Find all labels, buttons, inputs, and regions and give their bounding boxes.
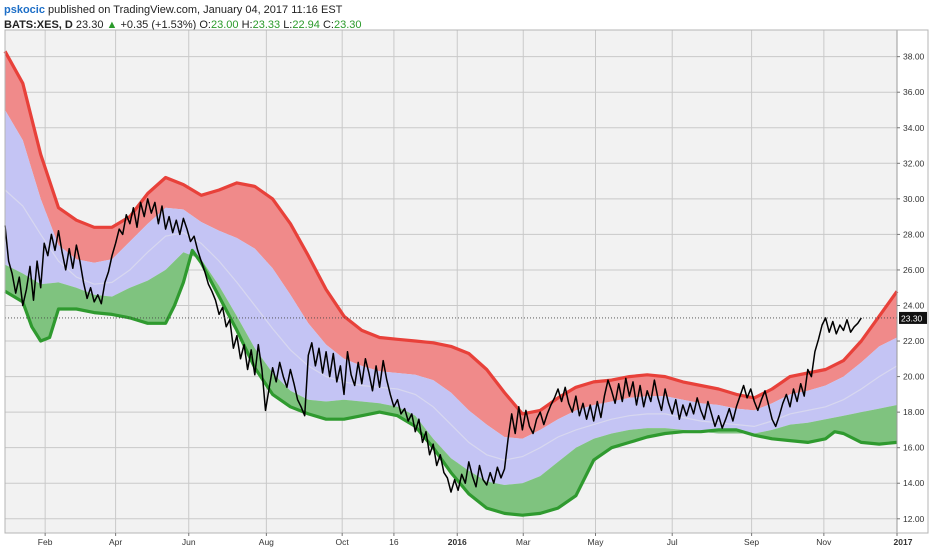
x-tick-label: Sep [744, 537, 759, 547]
low-label: L: [283, 19, 293, 31]
x-tick-label: 2017 [894, 537, 913, 547]
publish-line: pskocic published on TradingView.com, Ja… [4, 3, 362, 18]
author-link[interactable]: pskocic [4, 4, 45, 16]
mean-line [4, 189, 898, 461]
upper-band-fill [5, 51, 897, 439]
x-tick-label: Jun [182, 537, 196, 547]
x-tick-label: Oct [336, 537, 350, 547]
price-line [4, 198, 862, 493]
y-tick-label: 32.00 [903, 158, 925, 168]
y-tick-label: 24.00 [903, 300, 925, 310]
x-tick-label: Jul [667, 537, 678, 547]
x-tick-label: Apr [109, 537, 122, 547]
y-tick-label: 22.00 [903, 336, 925, 346]
x-tick-label: Mar [516, 537, 531, 547]
y-tick-label: 28.00 [903, 229, 925, 239]
last-price-badge [899, 311, 927, 324]
x-tick-label: Aug [259, 537, 274, 547]
high-label: H: [241, 19, 253, 31]
close-value: 23.30 [333, 19, 362, 31]
last-price-badge-label: 23.30 [901, 313, 923, 323]
open-label: O: [199, 19, 211, 31]
triangle-up-icon: ▲ [106, 19, 118, 31]
y-tick-label: 26.00 [903, 265, 925, 275]
price-axis-area [897, 30, 928, 533]
x-tick-label: Feb [38, 537, 53, 547]
open-value: 23.00 [211, 19, 239, 31]
y-tick-label: 14.00 [903, 478, 925, 488]
y-tick-label: 34.00 [903, 123, 925, 133]
quote-line: BATS:XES, D 23.30 ▲ +0.35 (+1.53%) O:23.… [4, 18, 362, 33]
y-tick-label: 12.00 [903, 514, 925, 524]
publish-info: published on TradingView.com, January 04… [48, 4, 343, 16]
x-tick-label: 2016 [448, 537, 467, 547]
x-tick-label: May [587, 537, 604, 547]
x-tick-label: 16 [389, 537, 399, 547]
lower-band-fill [5, 250, 897, 516]
x-tick-label: Nov [816, 537, 832, 547]
last-price: 23.30 [75, 19, 104, 31]
middle-band-fill [5, 110, 897, 485]
high-value: 23.33 [252, 19, 281, 31]
close-label: C: [322, 19, 334, 31]
y-tick-label: 30.00 [903, 194, 925, 204]
low-value: 22.94 [292, 19, 320, 31]
symbol-label[interactable]: BATS:XES, D [4, 19, 73, 31]
price-change: +0.35 (+1.53%) [120, 19, 197, 31]
y-tick-label: 36.00 [903, 87, 925, 97]
y-tick-label: 16.00 [903, 443, 925, 453]
y-tick-label: 38.00 [903, 52, 925, 62]
y-tick-label: 20.00 [903, 372, 925, 382]
chart-header: pskocic published on TradingView.com, Ja… [4, 3, 362, 33]
y-tick-label: 18.00 [903, 407, 925, 417]
chart-frame [4, 29, 929, 534]
